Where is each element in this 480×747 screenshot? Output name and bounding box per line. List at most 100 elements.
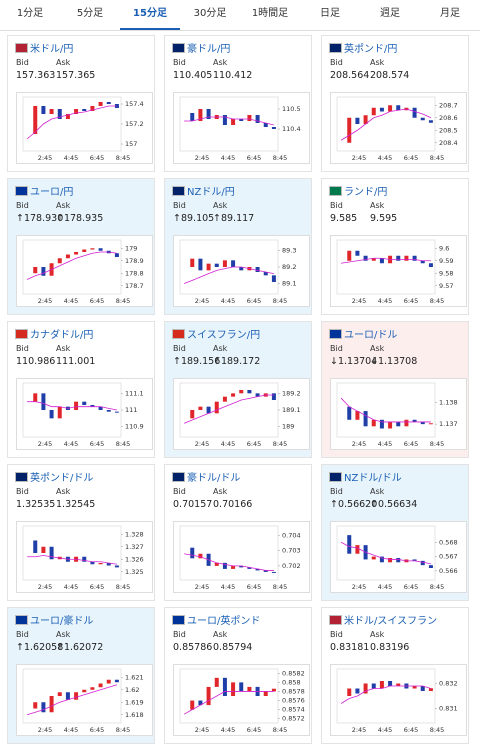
moving-average [183,394,274,424]
rate-card[interactable]: 豪ドル/円 Bid Ask 110.405 110.412 110.5 110.4 2:45 4… [164,35,312,172]
bid-value: ↑0.56620 [330,499,378,510]
tab[interactable]: 5分足 [76,8,104,19]
x-tick-label: 4:45 [64,440,79,448]
rate-card[interactable]: ユーロ/ドル Bid Ask ↓1.13704 ↓1.13708 1.138 1.137 2:… [321,321,469,458]
mini-chart: 0.704 0.703 0.702 2:45 4:45 6:45 8:45 [173,521,310,593]
rate-card[interactable]: 豪ドル/ドル Bid Ask 0.70157 0.70166 0.704 0.703 0.70… [164,464,312,601]
x-tick-label: 6:45 [247,154,262,162]
rate-card[interactable]: スイスフラン/円 Bid Ask ↑189.156 ↑189.172 189.2 189.1… [164,321,312,458]
mini-chart: 157.4 157.2 157 2:45 4:45 6:45 8:45 [16,92,153,164]
x-tick-label: 4:45 [221,726,236,734]
candle [379,258,384,264]
candle [255,115,260,123]
bid-label: Bid [173,487,186,496]
plot-frame [336,239,436,295]
x-tick-label: 8:45 [430,726,445,734]
candle [247,115,252,121]
pair-name[interactable]: NZドル/円 [187,187,235,198]
y-tick-label: 0.567 [439,553,458,561]
rate-card[interactable]: 米ドル/円 Bid Ask 157.363 157.365 157.4 157.2 157 2:… [7,35,155,172]
bid-label: Bid [173,344,186,353]
ask-value: ↓1.13708 [370,356,418,367]
candle [388,558,393,563]
pair-name[interactable]: 豪ドル/ドル [187,473,241,484]
tab[interactable]: 1分足 [16,8,44,19]
y-tick-label: 208.5 [439,126,458,134]
rate-card[interactable]: ユーロ/豪ドル Bid Ask ↑1.62058 ↑1.62072 1.621 1.62 1.… [7,607,155,744]
candle [82,401,87,405]
pair-name[interactable]: ユーロ/英ポンド [187,616,261,627]
y-tick-label: 9.58 [439,269,453,277]
tab[interactable]: 日足 [320,8,340,19]
moving-average [183,691,274,715]
tab[interactable]: 1時間足 [251,8,289,19]
pair-name[interactable]: スイスフラン/円 [187,330,261,341]
rate-card[interactable]: 米ドル/スイスフラン Bid Ask 0.83181 0.83196 0.832 0.831… [321,607,469,744]
pair-name[interactable]: ランド/円 [344,187,388,198]
tab[interactable]: 30分足 [193,8,227,19]
pair-name[interactable]: 英ポンド/円 [344,44,398,55]
rate-card[interactable]: カナダドル/円 Bid Ask 110.986 111.001 111.1 111 110.9… [7,321,155,458]
ask-label: Ask [370,344,385,353]
x-tick-label: 6:45 [404,726,419,734]
candle [396,558,401,563]
candle [428,423,433,425]
ask-value: 0.85794 [213,642,253,653]
mini-chart: 89.3 89.2 89.1 2:45 4:45 6:45 8:45 [173,235,310,307]
candle [347,117,352,143]
pair-name[interactable]: NZドル/ドル [344,473,402,484]
pair-name[interactable]: 米ドル/スイスフラン [344,616,438,627]
candle [363,115,368,124]
candle [214,562,219,566]
tab[interactable]: 月足 [440,8,460,19]
candle [231,260,236,267]
candle [428,263,433,267]
y-tick-label: 178.8 [125,269,144,277]
pair-name[interactable]: ユーロ/ドル [344,330,398,341]
candle [214,401,219,414]
bid-value: 157.363 [16,70,56,81]
pair-name[interactable]: ユーロ/豪ドル [30,616,94,627]
tab[interactable]: 15分足 [120,0,180,30]
candle [428,120,433,123]
rate-card[interactable]: 英ポンド/円 Bid Ask 208.564 208.574 208.7 208.6 208.… [321,35,469,172]
candle [74,109,79,114]
x-tick-label: 2:45 [38,726,53,734]
candle [396,421,401,427]
x-tick-label: 4:45 [378,726,393,734]
ask-value: 0.83196 [370,642,410,653]
pair-name[interactable]: カナダドル/円 [30,330,94,341]
moving-average [340,397,431,423]
rate-card[interactable]: NZドル/円 Bid Ask ↑89.105 ↑89.117 89.3 89.2 89.1 2:… [164,178,312,315]
pair-name[interactable]: ユーロ/円 [30,187,74,198]
rate-card[interactable]: ユーロ/英ポンド Bid Ask 0.85786 0.85794 0.8582 0.858 0… [164,607,312,744]
x-tick-label: 6:45 [90,297,105,305]
candle [214,677,219,687]
moving-average [27,401,117,411]
ask-value: ↑189.172 [213,356,261,367]
rate-card[interactable]: ランド/円 Bid Ask 9.585 9.595 9.6 9.59 9.58 9.57 2:45… [321,178,469,315]
candle [65,114,70,119]
tab[interactable]: 週足 [380,8,400,19]
pair-name[interactable]: 英ポンド/ドル [30,473,94,484]
bid-label: Bid [16,630,29,639]
rate-card[interactable]: 英ポンド/ドル Bid Ask 1.32535 1.32545 1.328 1.327 1.3… [7,464,155,601]
candle [420,117,425,121]
rate-card[interactable]: NZドル/ドル Bid Ask ↑0.56620 ↑0.56634 0.568 0.567 0… [321,464,469,601]
x-tick-label: 8:45 [116,726,131,734]
candle [231,119,236,125]
candle [396,683,401,686]
candle [198,258,203,271]
x-tick-label: 4:45 [221,583,236,591]
pair-name[interactable]: 豪ドル/円 [187,44,231,55]
rate-card[interactable]: ユーロ/円 Bid Ask ↑178.930 ↑178.935 179 178.9 178.8… [7,178,155,315]
flag [329,615,342,625]
ask-value: ↑1.62072 [56,642,104,653]
candle [404,255,409,261]
y-tick-label: 0.703 [282,547,301,555]
y-tick-label: 189 [282,423,294,431]
pair-name[interactable]: 米ドル/円 [30,44,74,55]
candle [239,119,244,121]
ask-value: 9.595 [370,213,398,224]
